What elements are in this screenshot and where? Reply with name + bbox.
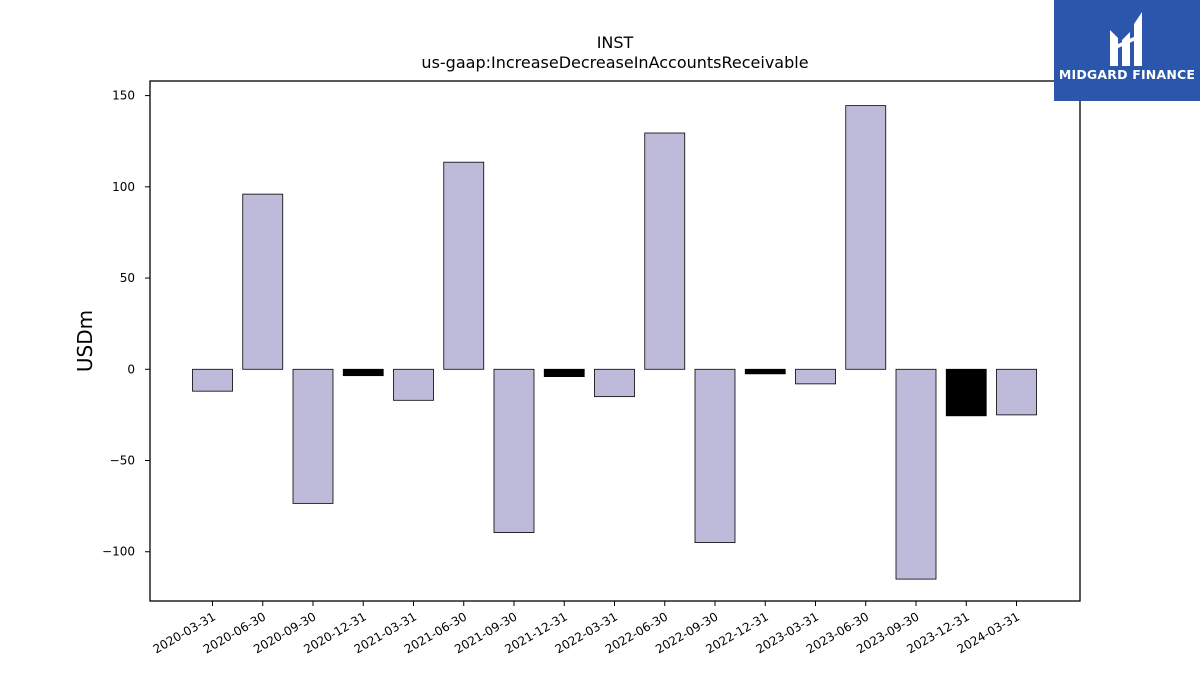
bar-2020-06-30: [242, 193, 284, 370]
bar-2020-12-31: [342, 368, 384, 377]
bar-2021-12-31: [543, 368, 585, 377]
midgard-logo-icon: [1110, 12, 1142, 66]
bars-group: [192, 105, 1037, 580]
bar-2020-03-31: [192, 368, 233, 392]
y-tick-label: −50: [110, 454, 135, 468]
bar-2021-03-31: [393, 368, 434, 401]
bar-2023-12-31: [945, 368, 987, 417]
bar-2021-09-30: [493, 368, 535, 533]
bar-2022-12-31: [744, 368, 786, 375]
bar-2020-09-30: [292, 368, 334, 504]
y-axis-label: USDm: [73, 310, 97, 372]
plot-frame: [149, 80, 1081, 602]
bar-2024-03-31: [996, 368, 1037, 416]
y-ticks: −100 −50 0 50 100 150: [102, 89, 150, 559]
chart-title: INST: [597, 33, 634, 52]
bar-2022-06-30: [644, 132, 686, 370]
x-ticks: 2020-03-312020-06-302020-09-302020-12-31…: [151, 601, 1022, 656]
bar-2023-03-31: [795, 368, 836, 385]
bar-2022-09-30: [694, 368, 736, 544]
y-tick-label: 0: [127, 362, 135, 376]
bar-2023-09-30: [895, 368, 937, 580]
brand-name: MIDGARD FINANCE: [1058, 67, 1196, 82]
chart-subtitle: us-gaap:IncreaseDecreaseInAccountsReceiv…: [421, 53, 808, 72]
y-tick-label: −100: [102, 545, 135, 559]
y-tick-label: 150: [112, 89, 135, 103]
bar-2022-03-31: [594, 368, 635, 398]
y-tick-label: 100: [112, 180, 135, 194]
bar-2023-06-30: [845, 105, 887, 370]
bar-2021-06-30: [443, 161, 485, 370]
y-tick-label: 50: [120, 271, 135, 285]
brand-logo: MIDGARD FINANCE: [1054, 0, 1200, 101]
